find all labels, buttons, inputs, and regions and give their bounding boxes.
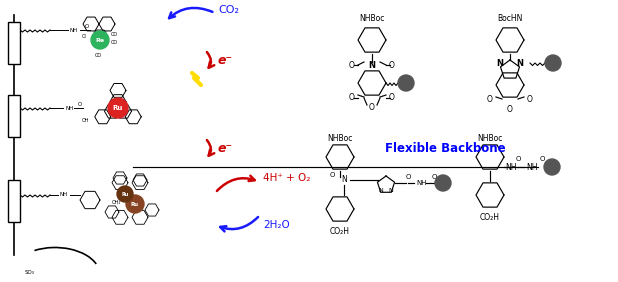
Text: Flexible Backbone: Flexible Backbone bbox=[384, 142, 506, 155]
Text: OH: OH bbox=[82, 118, 90, 122]
Text: O: O bbox=[85, 25, 89, 30]
Text: O: O bbox=[507, 105, 513, 113]
Circle shape bbox=[544, 159, 560, 175]
Text: O: O bbox=[405, 174, 411, 180]
Text: O: O bbox=[349, 61, 355, 69]
Bar bbox=[8, 95, 20, 137]
Text: Ru: Ru bbox=[131, 202, 139, 206]
Text: NH: NH bbox=[65, 105, 74, 111]
Text: e⁻: e⁻ bbox=[218, 54, 233, 67]
Text: CO₂H: CO₂H bbox=[330, 227, 350, 236]
Text: NH: NH bbox=[60, 193, 68, 197]
Text: O: O bbox=[389, 61, 395, 69]
Text: N: N bbox=[341, 175, 347, 184]
Circle shape bbox=[545, 55, 561, 71]
Text: O: O bbox=[78, 102, 82, 107]
Text: Ru: Ru bbox=[113, 105, 123, 111]
Text: CO: CO bbox=[95, 53, 101, 58]
Circle shape bbox=[117, 186, 133, 202]
Text: e⁻: e⁻ bbox=[218, 142, 233, 155]
Text: O: O bbox=[329, 172, 335, 178]
Text: O: O bbox=[389, 94, 395, 102]
Text: 2H₂O: 2H₂O bbox=[263, 220, 290, 230]
Text: NH: NH bbox=[416, 180, 426, 186]
Text: N: N bbox=[496, 58, 504, 67]
Text: NH: NH bbox=[505, 162, 517, 171]
Circle shape bbox=[126, 195, 144, 213]
Text: Cl: Cl bbox=[82, 34, 87, 39]
Text: N: N bbox=[368, 61, 376, 69]
Text: 4H⁺ + O₂: 4H⁺ + O₂ bbox=[263, 173, 310, 183]
Bar bbox=[8, 22, 20, 64]
Text: NHBoc: NHBoc bbox=[477, 134, 502, 143]
Text: O: O bbox=[515, 156, 521, 162]
Bar bbox=[8, 180, 20, 222]
Circle shape bbox=[398, 75, 414, 91]
Text: O: O bbox=[349, 94, 355, 102]
Text: CO₂: CO₂ bbox=[218, 5, 239, 15]
Circle shape bbox=[108, 98, 128, 118]
Text: CO: CO bbox=[111, 39, 118, 45]
Text: O: O bbox=[540, 156, 544, 162]
Text: N: N bbox=[379, 188, 383, 193]
Text: NHBoc: NHBoc bbox=[359, 14, 384, 23]
Text: NH: NH bbox=[526, 162, 538, 171]
Text: Re: Re bbox=[95, 38, 104, 43]
Text: CO₂H: CO₂H bbox=[480, 213, 500, 222]
Text: NH: NH bbox=[70, 28, 78, 32]
Text: N: N bbox=[517, 58, 523, 67]
Text: O: O bbox=[369, 102, 375, 111]
Circle shape bbox=[435, 175, 451, 191]
Text: NHBoc: NHBoc bbox=[328, 134, 353, 143]
Text: O: O bbox=[487, 96, 493, 105]
Text: O: O bbox=[431, 174, 437, 180]
Text: SO₃: SO₃ bbox=[25, 270, 35, 276]
Text: BocHN: BocHN bbox=[497, 14, 523, 23]
Text: N: N bbox=[389, 188, 394, 193]
Text: O: O bbox=[527, 96, 533, 105]
Text: OH₂: OH₂ bbox=[111, 199, 121, 204]
Circle shape bbox=[91, 31, 109, 49]
Text: CO: CO bbox=[111, 32, 118, 38]
Text: Ru: Ru bbox=[121, 191, 129, 197]
